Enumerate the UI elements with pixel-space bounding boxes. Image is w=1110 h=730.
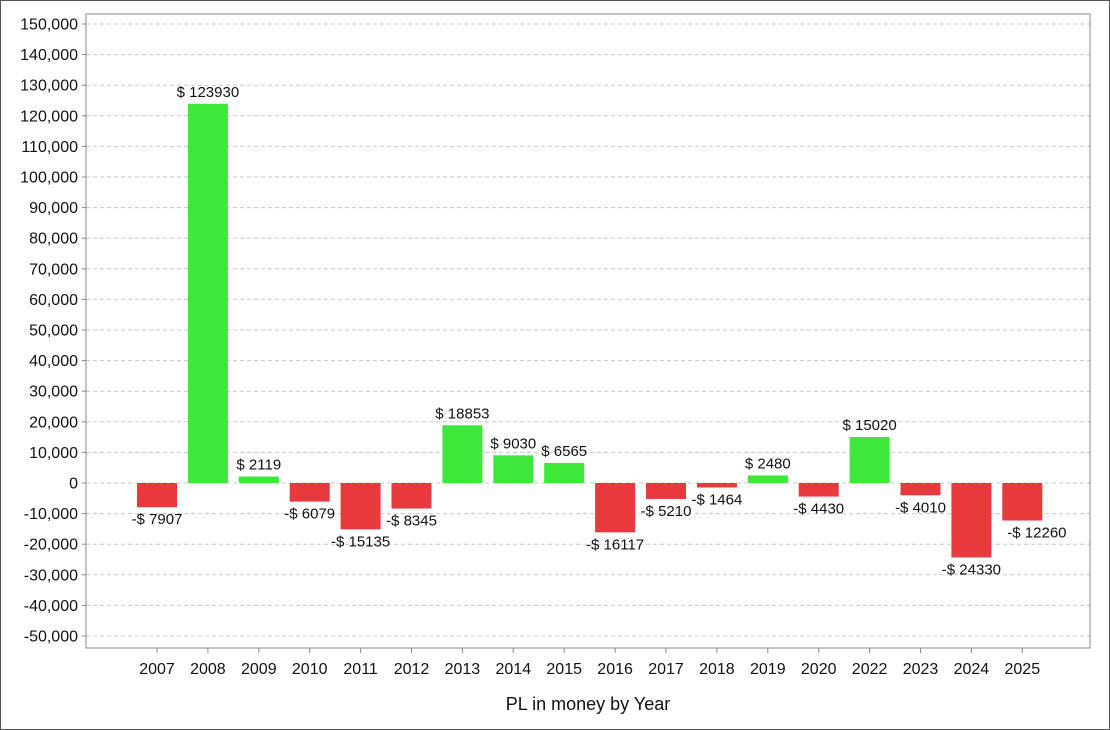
x-tick-label: 2014 <box>496 661 532 678</box>
y-tick-label: 110,000 <box>21 139 78 156</box>
y-tick-label: 0 <box>69 476 78 493</box>
y-tick-label: -20,000 <box>24 537 78 554</box>
bar <box>595 483 636 533</box>
y-tick-label: 30,000 <box>29 384 78 401</box>
x-tick-label: 2018 <box>699 661 735 678</box>
bar <box>798 483 839 497</box>
x-tick-label: 2023 <box>903 661 939 678</box>
bar-data-label: $ 2119 <box>236 457 281 474</box>
bar-data-label: $ 123930 <box>177 84 240 101</box>
y-tick-label: 90,000 <box>29 200 78 217</box>
y-tick-label: 20,000 <box>29 414 78 431</box>
y-tick-label: 100,000 <box>20 170 78 187</box>
y-tick-label: 140,000 <box>20 47 78 64</box>
y-tick-label: 130,000 <box>20 78 78 95</box>
x-tick-label: 2020 <box>801 661 837 678</box>
y-tick-label: -10,000 <box>24 506 78 523</box>
grid-lines <box>86 23 1090 637</box>
y-axis-ticks: 150,000 140,000 130,000 120,000 110,000 100,0… <box>20 17 86 646</box>
bar-data-label: -$ 7907 <box>132 511 183 528</box>
bar <box>442 425 483 483</box>
x-tick-label: 2024 <box>954 661 990 678</box>
y-tick-label: 60,000 <box>29 292 78 309</box>
y-tick-label: 70,000 <box>29 261 78 278</box>
y-tick-label: 80,000 <box>29 231 78 248</box>
bar <box>951 483 992 558</box>
bar <box>391 483 432 509</box>
x-tick-label: 2013 <box>445 661 481 678</box>
x-tick-label: 2008 <box>190 661 226 678</box>
plot-area-border <box>85 13 1091 649</box>
bar <box>340 483 381 530</box>
x-tick-label: 2016 <box>597 661 633 678</box>
y-tick-label: 10,000 <box>29 445 78 462</box>
bar-data-label: $ 9030 <box>490 435 536 452</box>
x-tick-label: 2010 <box>292 661 328 678</box>
bar-data-label: -$ 15135 <box>331 533 390 550</box>
bar <box>646 483 686 499</box>
bar-data-label: -$ 16117 <box>586 536 644 553</box>
x-tick-label: 2022 <box>852 661 888 678</box>
bar <box>187 103 228 483</box>
y-tick-label: 50,000 <box>29 323 78 340</box>
x-axis-title: PL in money by Year <box>506 694 670 714</box>
bar-data-label: $ 2480 <box>745 455 791 472</box>
x-tick-label: 2009 <box>241 661 277 678</box>
x-tick-label: 2015 <box>546 661 582 678</box>
bar <box>544 462 585 483</box>
y-tick-label: 150,000 <box>20 17 78 34</box>
y-tick-label: 120,000 <box>20 108 78 125</box>
x-tick-label: 2019 <box>750 661 786 678</box>
bar-data-label: -$ 12260 <box>1007 525 1066 542</box>
bar <box>747 475 788 483</box>
bar <box>696 483 737 488</box>
y-tick-label: -40,000 <box>24 598 78 615</box>
bar-data-label: $ 15020 <box>842 417 896 434</box>
bar-data-label: -$ 8345 <box>386 513 437 530</box>
bar <box>137 483 177 508</box>
x-tick-label: 2025 <box>1005 661 1041 678</box>
bar <box>900 483 941 496</box>
bar <box>1002 483 1043 521</box>
bars <box>137 103 1043 558</box>
bar-data-label: $ 6565 <box>541 443 587 460</box>
x-tick-label: 2007 <box>139 661 175 678</box>
x-tick-label: 2011 <box>343 661 378 678</box>
bar-data-label: -$ 1464 <box>691 491 742 508</box>
x-axis-ticks: 2007 2008 2009 2010 2011 2012 2013 2014 2015 2016… <box>139 648 1040 678</box>
bar-data-label: -$ 24330 <box>942 561 1001 578</box>
bar-data-label: -$ 6079 <box>284 506 335 523</box>
y-tick-label: -30,000 <box>24 567 78 584</box>
bar <box>849 437 890 483</box>
y-tick-label: 40,000 <box>29 353 78 370</box>
x-tick-label: 2012 <box>394 661 430 678</box>
data-labels: -$ 7907 $ 123930 $ 2119 -$ 6079 -$ 15135 -$ 8… <box>132 84 1067 579</box>
bar <box>289 483 330 502</box>
bar <box>238 476 279 483</box>
bar-data-label: -$ 5210 <box>641 503 692 520</box>
x-tick-label: 2017 <box>648 661 684 678</box>
bar-data-label: -$ 4010 <box>895 499 946 516</box>
bar-data-label: -$ 4430 <box>793 501 844 518</box>
y-tick-label: -50,000 <box>24 629 78 646</box>
bar <box>493 455 534 483</box>
bar-data-label: $ 18853 <box>435 405 489 422</box>
